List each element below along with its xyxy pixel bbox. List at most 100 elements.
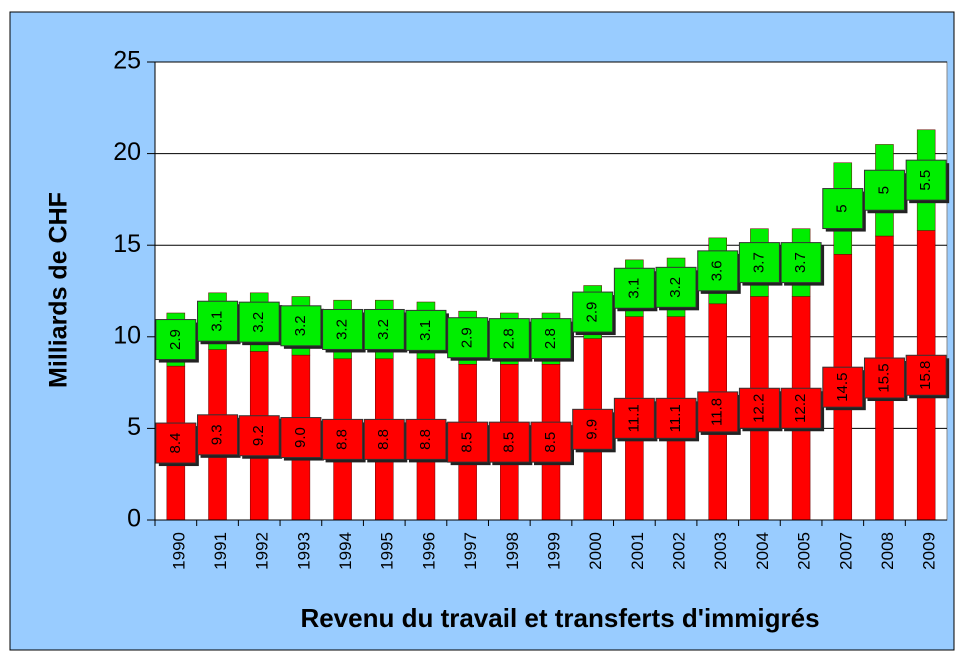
label-box: [613, 397, 655, 439]
data-label: 15.8: [917, 361, 934, 390]
label-box: [822, 188, 864, 230]
data-label: 3.2: [292, 315, 309, 336]
label-box: [572, 408, 614, 450]
x-tick-label: 2002: [670, 532, 689, 570]
x-tick-label: 1990: [169, 532, 188, 570]
data-label: 8.8: [375, 429, 392, 450]
data-label: 3.1: [417, 320, 434, 341]
data-label: 2.8: [542, 328, 559, 349]
x-tick-label: 2000: [586, 532, 605, 570]
label-box: [197, 414, 239, 456]
data-label: 3.2: [250, 312, 267, 333]
label-box: [363, 308, 405, 350]
x-tick-label: 1992: [253, 532, 272, 570]
label-box: [613, 267, 655, 309]
data-label: 9.9: [584, 419, 601, 440]
label-box: [905, 354, 947, 396]
label-box: [197, 300, 239, 342]
x-tick-label: 2005: [795, 532, 814, 570]
x-tick-label: 1997: [461, 532, 480, 570]
label-box: [447, 317, 489, 359]
label-box: [405, 418, 447, 460]
label-box: [655, 266, 697, 308]
x-axis-title: Revenu du travail et transferts d'immigr…: [300, 603, 819, 633]
label-box: [155, 422, 197, 464]
data-label: 8.8: [334, 429, 351, 450]
label-box: [822, 366, 864, 408]
x-tick-label: 1993: [294, 532, 313, 570]
label-box: [238, 301, 280, 343]
label-box: [363, 418, 405, 460]
data-label: 8.8: [417, 429, 434, 450]
data-label: 2.8: [500, 328, 517, 349]
data-label: 9.0: [292, 427, 309, 448]
data-label: 5: [834, 204, 851, 212]
label-box: [530, 421, 572, 463]
label-box: [280, 305, 322, 347]
x-tick-label: 1999: [544, 532, 563, 570]
data-label: 3.7: [750, 252, 767, 273]
label-box: [322, 308, 364, 350]
data-label: 3.7: [792, 252, 809, 273]
data-label: 3.2: [334, 319, 351, 340]
label-box: [488, 318, 530, 360]
data-label: 9.2: [250, 425, 267, 446]
label-box: [697, 391, 739, 433]
data-label: 2.9: [167, 329, 184, 350]
y-tick-label: 5: [127, 413, 141, 441]
label-box: [697, 250, 739, 292]
data-label: 3.2: [667, 277, 684, 298]
data-label: 9.3: [208, 424, 225, 445]
label-box: [863, 357, 905, 399]
x-tick-label: 2007: [836, 532, 855, 570]
x-tick-label: 1998: [503, 532, 522, 570]
y-tick-label: 0: [127, 505, 141, 533]
data-label: 8.5: [459, 432, 476, 453]
x-tick-label: 2008: [878, 532, 897, 570]
data-label: 14.5: [834, 373, 851, 402]
label-box: [780, 242, 822, 284]
data-label: 5.5: [917, 170, 934, 191]
x-tick-label: 2003: [711, 532, 730, 570]
data-label: 2.9: [459, 327, 476, 348]
data-label: 3.6: [709, 260, 726, 281]
label-box: [447, 421, 489, 463]
y-axis-title: Milliards de CHF: [45, 192, 73, 388]
label-box: [738, 387, 780, 429]
x-tick-label: 2009: [920, 532, 939, 570]
label-box: [863, 169, 905, 211]
data-label: 8.5: [500, 432, 517, 453]
data-label: 11.8: [709, 398, 726, 426]
data-label: 3.1: [625, 278, 642, 299]
data-label: 8.4: [167, 433, 184, 454]
label-box: [488, 421, 530, 463]
x-tick-label: 1996: [419, 532, 438, 570]
data-label: 3.2: [375, 319, 392, 340]
x-tick-label: 2001: [628, 532, 647, 570]
y-tick-label: 25: [113, 47, 141, 75]
data-label: 11.1: [667, 404, 684, 432]
label-box: [155, 319, 197, 361]
data-label: 12.2: [792, 394, 809, 423]
data-label: 2.9: [584, 302, 601, 323]
label-box: [780, 387, 822, 429]
label-box: [738, 242, 780, 284]
data-label: 12.2: [750, 394, 767, 423]
label-box: [572, 291, 614, 333]
data-label: 3.1: [208, 311, 225, 332]
label-box: [655, 397, 697, 439]
y-tick-label: 15: [113, 230, 141, 258]
data-label: 5: [875, 186, 892, 194]
label-box: [322, 418, 364, 460]
y-tick-label: 10: [113, 321, 141, 349]
label-box: [905, 159, 947, 201]
y-tick-label: 20: [113, 138, 141, 166]
data-label: 15.5: [875, 363, 892, 392]
x-tick-label: 1995: [378, 532, 397, 570]
label-box: [280, 417, 322, 459]
label-box: [530, 318, 572, 360]
x-tick-label: 2004: [753, 532, 772, 570]
label-box: [405, 309, 447, 351]
x-tick-label: 1991: [211, 532, 230, 570]
